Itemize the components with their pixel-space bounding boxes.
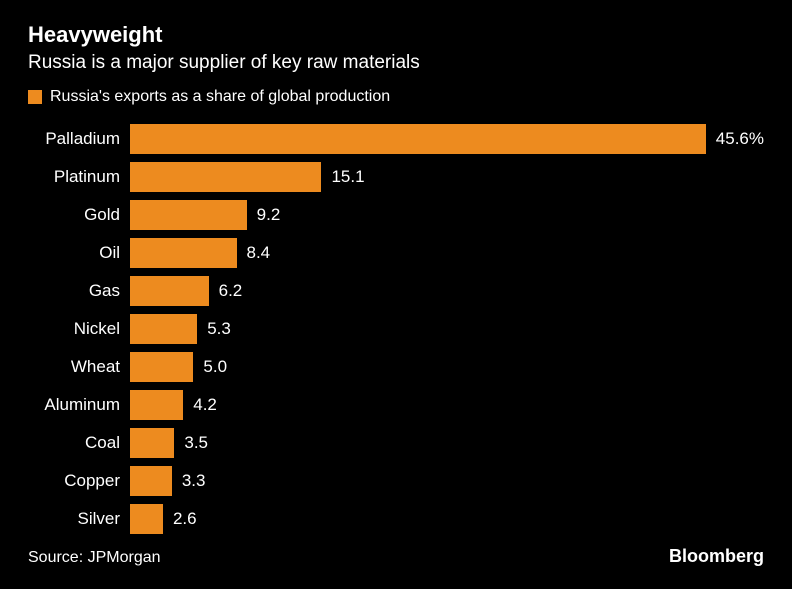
bar: [130, 314, 197, 344]
bar-row: Oil 8.4: [28, 234, 764, 272]
value-label: 6.2: [219, 281, 243, 301]
value-label: 9.2: [257, 205, 281, 225]
bar-area: 4.2: [130, 386, 764, 424]
bar-chart: Palladium 45.6% Platinum 15.1 Gold 9.2 Oil 8.4 G…: [28, 120, 764, 538]
value-label: 2.6: [173, 509, 197, 529]
bar: [130, 200, 247, 230]
bar-area: 15.1: [130, 158, 764, 196]
chart-title: Heavyweight: [28, 22, 764, 48]
bar-area: 6.2: [130, 272, 764, 310]
value-label: 15.1: [331, 167, 364, 187]
bar-row: Nickel 5.3: [28, 310, 764, 348]
chart-subtitle: Russia is a major supplier of key raw ma…: [28, 52, 764, 74]
bar: [130, 162, 321, 192]
bar: [130, 276, 209, 306]
bar-area: 8.4: [130, 234, 764, 272]
bar-area: 3.5: [130, 424, 764, 462]
value-label: 5.3: [207, 319, 231, 339]
bar-row: Copper 3.3: [28, 462, 764, 500]
value-label: 5.0: [203, 357, 227, 377]
bar-area: 45.6%: [130, 120, 764, 158]
bar: [130, 504, 163, 534]
value-label: 3.3: [182, 471, 206, 491]
legend-label: Russia's exports as a share of global pr…: [50, 88, 390, 106]
category-label: Gas: [28, 281, 130, 301]
bar-area: 2.6: [130, 500, 764, 538]
value-label: 45.6%: [716, 129, 764, 149]
bar-row: Aluminum 4.2: [28, 386, 764, 424]
bar: [130, 124, 706, 154]
bar: [130, 352, 193, 382]
bar-area: 5.3: [130, 310, 764, 348]
category-label: Aluminum: [28, 395, 130, 415]
bar: [130, 390, 183, 420]
bar-area: 5.0: [130, 348, 764, 386]
bar-area: 9.2: [130, 196, 764, 234]
chart-source: Source: JPMorgan: [28, 549, 161, 567]
chart-legend: Russia's exports as a share of global pr…: [28, 88, 764, 106]
value-label: 3.5: [184, 433, 208, 453]
legend-swatch: [28, 90, 42, 104]
value-label: 4.2: [193, 395, 217, 415]
category-label: Oil: [28, 243, 130, 263]
value-label: 8.4: [247, 243, 271, 263]
brand-logo: Bloomberg: [669, 546, 764, 567]
bar-row: Gold 9.2: [28, 196, 764, 234]
bar-row: Palladium 45.6%: [28, 120, 764, 158]
category-label: Gold: [28, 205, 130, 225]
category-label: Palladium: [28, 129, 130, 149]
category-label: Nickel: [28, 319, 130, 339]
category-label: Silver: [28, 509, 130, 529]
chart-footer: Source: JPMorgan Bloomberg: [28, 546, 764, 567]
bar-row: Silver 2.6: [28, 500, 764, 538]
bar: [130, 428, 174, 458]
category-label: Platinum: [28, 167, 130, 187]
bar-row: Gas 6.2: [28, 272, 764, 310]
bar-area: 3.3: [130, 462, 764, 500]
bar: [130, 466, 172, 496]
category-label: Wheat: [28, 357, 130, 377]
category-label: Copper: [28, 471, 130, 491]
bar: [130, 238, 237, 268]
bar-row: Wheat 5.0: [28, 348, 764, 386]
bar-row: Platinum 15.1: [28, 158, 764, 196]
category-label: Coal: [28, 433, 130, 453]
bar-row: Coal 3.5: [28, 424, 764, 462]
